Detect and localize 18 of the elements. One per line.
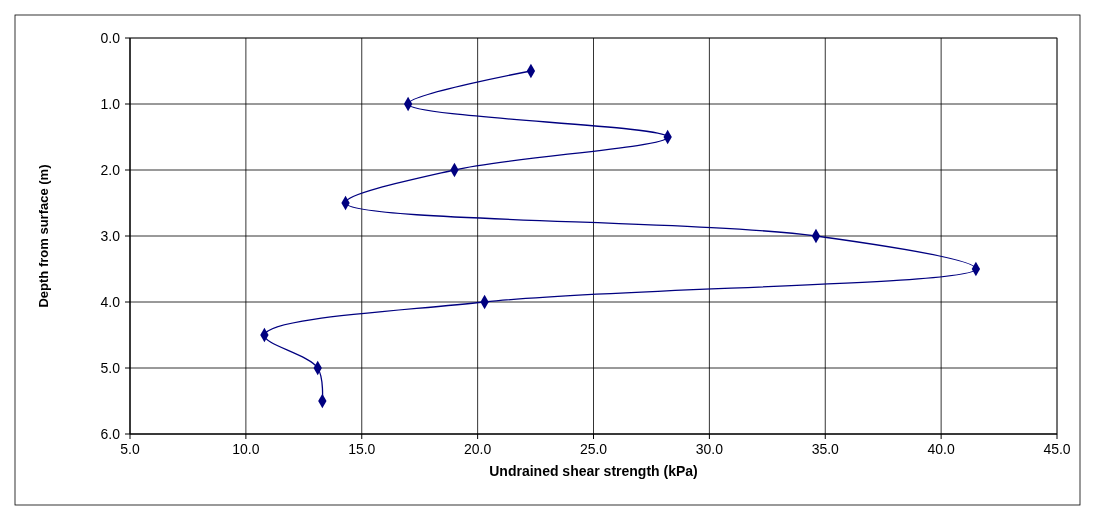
y-tick-label: 6.0: [100, 426, 121, 442]
y-tick-label: 4.0: [100, 294, 121, 310]
x-tick-label: 30.0: [695, 441, 724, 457]
y-axis-title: Depth from surface (m): [36, 164, 51, 308]
x-tick-label: 35.0: [811, 441, 840, 457]
x-tick-label: 5.0: [120, 441, 140, 457]
y-tick-label: 2.0: [100, 162, 121, 178]
y-tick-label: 1.0: [100, 96, 121, 112]
y-tick-label: 5.0: [100, 360, 121, 376]
x-axis-title: Undrained shear strength (kPa): [489, 463, 698, 479]
y-tick-label: 0.0: [100, 30, 121, 46]
y-tick-label: 3.0: [100, 228, 121, 244]
x-tick-label: 25.0: [579, 441, 608, 457]
x-tick-label: 20.0: [464, 441, 492, 457]
x-tick-label: 10.0: [232, 441, 260, 457]
x-tick-label: 15.0: [348, 441, 376, 457]
x-tick-label: 40.0: [927, 441, 955, 457]
x-tick-label: 45.0: [1043, 441, 1071, 457]
